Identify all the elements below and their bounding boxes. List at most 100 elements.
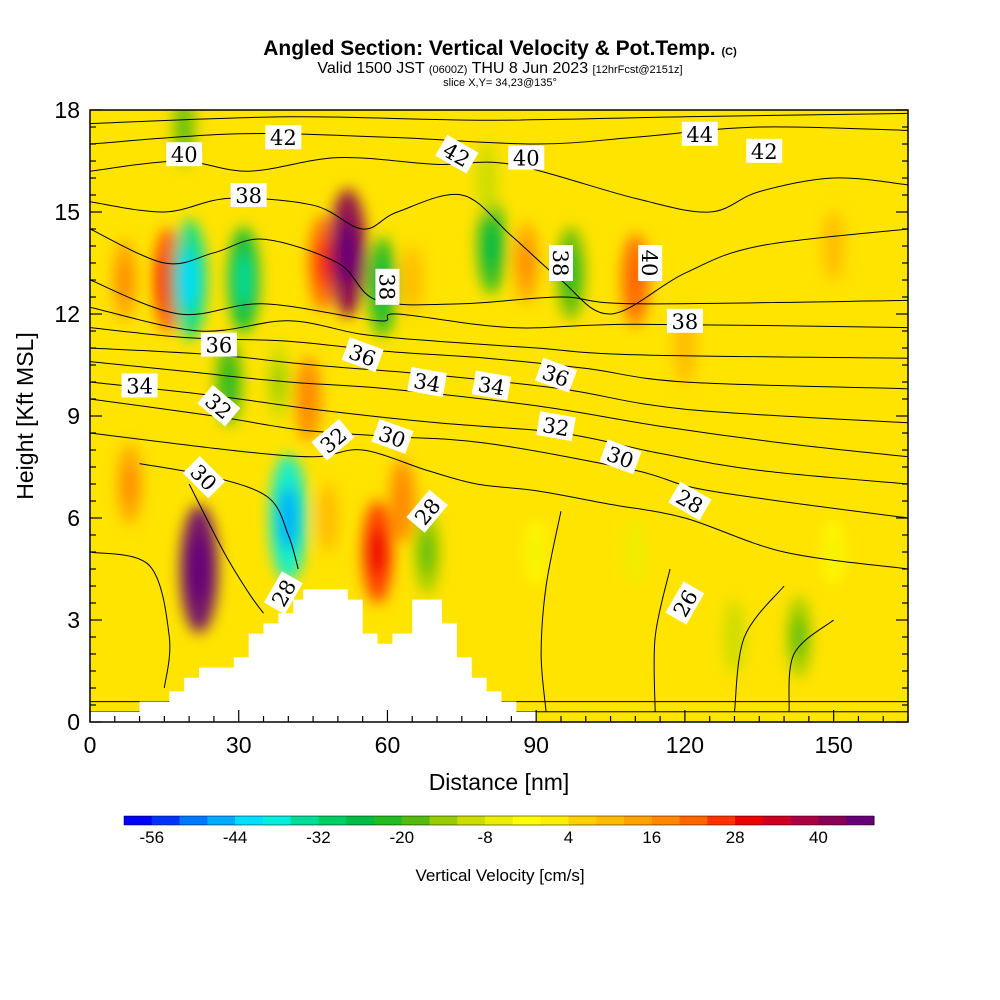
colorbar-swatch [262,816,292,825]
contour-label-box [341,337,384,373]
theta-contour-line [90,306,908,359]
colorbar-swatch [818,816,847,825]
contour-label-box [508,145,545,170]
theta-contour-line [653,568,671,712]
y-tick-label: 9 [67,403,80,429]
contour-label-box [197,385,241,427]
heatmap-cell-core [728,618,741,656]
colorbar-swatch [485,816,514,825]
contour-label: 38 [666,308,703,334]
colorbar-swatch [707,816,736,825]
contour-label-box [121,373,158,398]
colorbar-swatch [651,816,681,825]
colorbar-tick-label: -32 [306,828,331,847]
colorbar-swatch [624,816,653,825]
contour-label-box [666,308,703,333]
contour-label-text: 38 [374,273,398,300]
heatmap-cell-core [177,110,191,148]
colorbar-swatch [318,816,347,825]
contour-label: 44 [681,121,718,147]
contour-label-text: 34 [476,372,506,400]
heatmap-cell-core [420,530,434,574]
colorbar-swatch [762,816,792,825]
heatmap-cell-core [222,359,236,405]
colorbar-swatch [457,816,486,825]
contour-label-box [681,121,718,146]
contour-label: 40 [637,245,663,281]
contour-label-box [375,268,400,305]
contour-label-box [311,419,355,461]
colorbar-tick-label: -56 [139,828,164,847]
colorbar-swatch [151,816,181,825]
colorbar-swatch [374,816,403,825]
contour-label: 42 [265,125,302,150]
heatmap-cell-core [235,253,252,307]
colorbar-swatch [235,816,264,825]
theta-contour-line [90,112,908,125]
colorbar-swatch [679,816,708,825]
heatmap-cell-core [828,536,839,568]
heatmap-cell-core [369,526,386,578]
contour-label-box [435,134,479,174]
heatmap-cell-core [118,259,131,301]
contour-label-box [265,125,302,150]
contour-label-box [166,142,203,167]
contour-label: 38 [374,268,400,305]
contour-label: 34 [471,370,512,401]
slice-label: slice X,Y= 34,23@135° [443,77,557,89]
colorbar-tick-label: -44 [223,828,248,847]
chart-title: Angled Section: Vertical Velocity & Pot.… [263,37,737,60]
colorbar-tick-label: 40 [809,828,828,847]
heatmap-cell-core [272,362,285,402]
theta-contour-line [788,619,834,712]
contour-label-text: 32 [541,413,571,441]
colorbar-tick-label: 16 [642,828,661,847]
heatmap-cell-core [792,616,806,658]
colorbar-swatch [290,816,319,825]
contour-label-box [182,455,226,499]
x-tick-label: 30 [226,732,252,758]
colorbar-tick-label: -20 [389,828,414,847]
heatmap-cell-core [322,500,334,536]
contour-label-box [668,481,712,521]
contour-label-box [406,489,448,533]
contour-label-text: 34 [126,374,153,398]
chart-subtitle: Valid 1500 JST (0600Z) THU 8 Jun 2023 [1… [0,60,1000,78]
contour-label-box [536,411,576,442]
colorbar-swatch [429,816,458,825]
title-suffix: (C) [721,46,737,58]
contour-label-box [371,418,414,454]
contour-label-box [407,367,447,397]
contour-label-text: 42 [751,140,778,164]
heatmap-cell-core [828,228,840,264]
contour-label: 38 [548,245,573,281]
colorbar-swatch [846,816,875,825]
contour-label-text: 38 [548,250,572,277]
colorbar-swatch [401,816,431,825]
theta-contour-line [90,432,908,570]
y-tick-label: 18 [54,97,80,123]
contour-label-box [599,439,642,475]
colorbar-label: Vertical Velocity [cm/s] [415,866,584,885]
heatmap-cell-core [301,377,315,421]
contour-label-text: 36 [206,334,233,358]
heatmap-cell-core [520,242,533,284]
subtitle-date: THU 8 Jun 2023 [471,60,589,77]
heatmap-cell-core [531,536,542,568]
contour-label-box [665,581,705,625]
y-tick-label: 15 [54,199,80,225]
contour-label-box [638,245,663,281]
colorbar-swatch [124,816,153,825]
x-tick-label: 150 [814,732,852,758]
colorbar-tick-label: -8 [478,828,493,847]
heatmap-cell-core [395,479,409,523]
colorbar-swatch [568,816,597,825]
x-tick-label: 120 [666,732,704,758]
colorbar-tick-label: 28 [726,828,745,847]
colorbar-swatch [512,816,542,825]
contour-label: 42 [746,138,783,164]
y-axis-label: Height [Kft MSL] [12,332,38,499]
theta-contour-line [540,511,562,712]
heatmap-cell-core [278,486,298,550]
contour-label: 34 [407,367,447,397]
